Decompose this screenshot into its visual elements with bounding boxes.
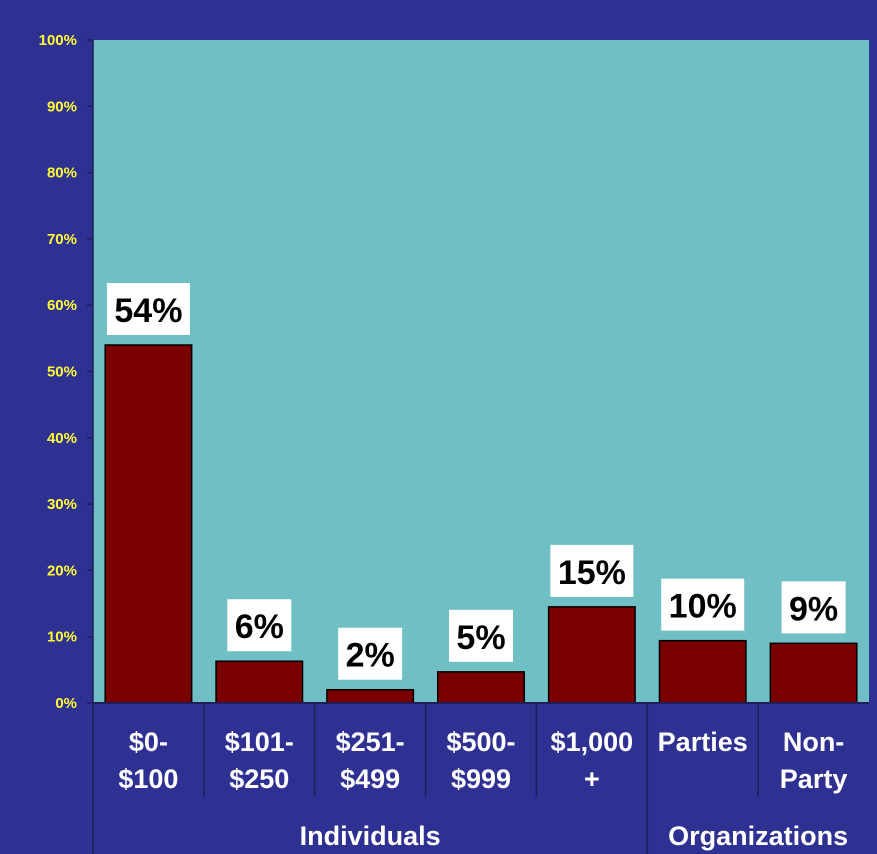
data-label: 54% (114, 292, 182, 330)
y-tick-label: 70% (47, 231, 77, 248)
bar (437, 671, 525, 704)
group-label: Organizations (668, 821, 848, 851)
data-label-box (550, 544, 634, 597)
data-label: 6% (235, 608, 284, 646)
y-tick-label: 60% (47, 297, 77, 314)
y-tick-label: 10% (47, 629, 77, 646)
bar (658, 639, 747, 704)
y-axis-ticks: 0% 10% 20% 30% 40% 50% 60% 70% 80% 90% 100% (39, 32, 94, 854)
x-axis: $0-$100 $101-$250 $251-$499 $500-$999 $1,000… (93, 702, 869, 854)
y-tick-label: 30% (47, 496, 77, 513)
data-label: 2% (346, 637, 395, 675)
data-label-box (661, 578, 745, 631)
y-tick-label: 50% (47, 364, 77, 381)
y-tick-label: 90% (47, 98, 77, 115)
x-tick-label: Non-Party (780, 727, 848, 794)
x-tick-label: $1,000 + (551, 727, 634, 794)
bar (769, 642, 858, 704)
group-label: Individuals (300, 821, 441, 851)
y-tick-label: 40% (47, 430, 77, 447)
bar (547, 606, 636, 704)
data-label-box (227, 599, 292, 652)
data-label: 10% (669, 588, 737, 626)
bars (104, 344, 858, 704)
data-label-box (449, 609, 513, 662)
x-tick-label: $251-$499 (336, 727, 405, 794)
data-label: 15% (558, 554, 626, 592)
y-tick-label: 100% (39, 32, 77, 49)
bar (326, 688, 415, 704)
data-label: 9% (789, 590, 838, 628)
data-label-box (338, 627, 403, 680)
x-tick-label: $101-$250 (225, 727, 294, 794)
y-tick-label: 0% (55, 695, 77, 712)
data-label-box (781, 581, 846, 634)
bar (215, 660, 304, 704)
data-label: 5% (456, 619, 505, 657)
data-labels: 54% 6% 2% 5% 15% 10% 9% (106, 282, 846, 680)
x-tick-label: $0-$100 (118, 727, 178, 794)
y-tick-label: 80% (47, 165, 77, 182)
bar (104, 344, 193, 704)
x-tick-label: Parties (658, 727, 748, 757)
x-tick-label: $500-$999 (446, 727, 515, 794)
plot-area (93, 40, 869, 703)
data-label-box (106, 282, 190, 335)
y-tick-label: 20% (47, 562, 77, 579)
